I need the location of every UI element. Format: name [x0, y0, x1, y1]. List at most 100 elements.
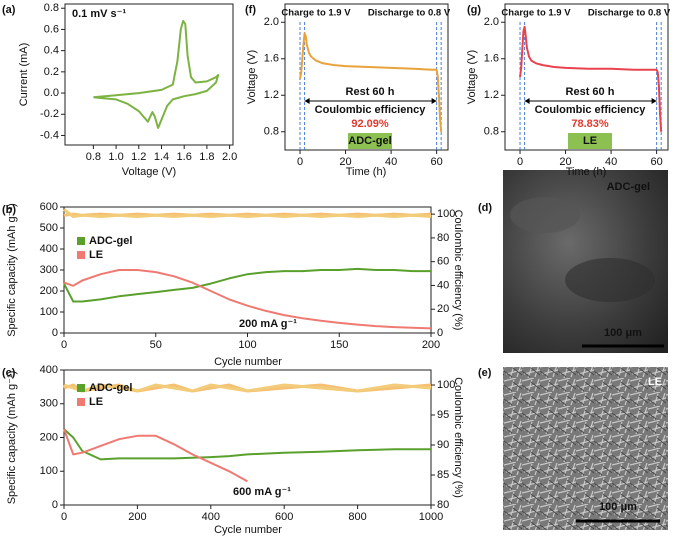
x-axis-label: Time (h)	[566, 166, 607, 178]
y2-tick-label: 85	[437, 469, 449, 481]
y2-tick-label: 100	[437, 208, 455, 220]
y2-tick-label: 60	[437, 256, 449, 268]
data-line	[63, 428, 431, 461]
y-tick-label: 2.0	[264, 16, 279, 28]
panel-label: (e)	[478, 367, 492, 379]
legend-swatch	[77, 398, 85, 406]
x-axis-label: Time (h)	[346, 166, 387, 178]
y-tick-label: 100	[40, 465, 58, 477]
y-tick-label: 0.8	[44, 2, 59, 14]
x-tick-label: 1.4	[154, 151, 169, 163]
legend-label: ADC-gel	[89, 382, 132, 394]
x-tick-label: 40	[385, 156, 397, 168]
y2-tick-label: 90	[437, 439, 449, 451]
annotation: Rest 60 h	[566, 86, 615, 98]
x-tick-label: 100	[238, 339, 256, 351]
legend-label: ADC-gel	[89, 235, 132, 247]
annotation: 0.1 mV s⁻¹	[72, 8, 126, 20]
x-tick-label: 600	[275, 511, 293, 523]
annotation: Rest 60 h	[346, 86, 395, 98]
y-tick-label: 200	[40, 431, 58, 443]
y-tick-label: 0.8	[264, 126, 279, 138]
x-tick-label: 50	[150, 339, 162, 351]
annotation: 78.83%	[571, 118, 609, 130]
data-line	[93, 20, 220, 129]
x-tick-label: 200	[422, 339, 440, 351]
annotation-box	[568, 133, 612, 149]
x-tick-label: 0	[61, 511, 67, 523]
x-tick-label: 800	[348, 511, 366, 523]
y-axis-label: Voltage (V)	[246, 50, 258, 104]
y-tick-label: 0	[52, 499, 58, 511]
image-caption: ADC-gel	[607, 181, 650, 193]
y-tick-label: 1.2	[264, 89, 279, 101]
y-tick-label: 0	[52, 327, 58, 339]
annotation: ADC-gel	[348, 135, 391, 147]
scale-bar-label: 100 μm	[599, 501, 637, 513]
y-axis-label: Specific capacity (mAh g⁻¹)	[6, 203, 18, 337]
y-tick-label: 600	[40, 201, 58, 213]
y2-tick-label: 80	[437, 499, 449, 511]
panel-label: (c)	[2, 367, 16, 379]
y-tick-label: 300	[40, 398, 58, 410]
y-tick-label: 400	[40, 364, 58, 376]
annotation: Charge to 1.9 V	[501, 8, 571, 19]
annotation: 92.09%	[351, 118, 389, 130]
plot-frame	[504, 3, 669, 151]
y-axis-label: Specific capacity (mAh g⁻¹)	[6, 371, 18, 505]
texture	[510, 197, 580, 233]
y-tick-label: 0.0	[44, 87, 59, 99]
y2-tick-label: 40	[437, 279, 449, 291]
y-tick-label: 0.4	[44, 45, 59, 57]
scale-bar-label: 100 μm	[604, 327, 642, 339]
plot-frame	[284, 3, 449, 151]
y-tick-label: 0.2	[44, 66, 59, 78]
chart: (a) 0.8 1.0 1.2 1.4 1.6 1.8 2.0 -0.4 -0.2 0.0 0.2 0.…	[2, 2, 237, 178]
y-tick-label: 100	[40, 306, 58, 318]
y-tick-label: 1.2	[484, 89, 499, 101]
y-tick-label: 1.6	[264, 53, 279, 65]
x-tick-label: 200	[128, 511, 146, 523]
x-tick-label: 40	[605, 156, 617, 168]
x-tick-label: 60	[650, 156, 662, 168]
legend-swatch	[77, 251, 85, 259]
data-line	[63, 269, 432, 330]
annotation: Discharge to 0.8 V	[588, 8, 671, 19]
panel-label: (d)	[478, 202, 492, 214]
x-tick-label: 60	[430, 156, 442, 168]
annotation-box	[348, 133, 392, 149]
data-line	[63, 267, 431, 303]
chart: (f) 0 20 40 60 0.8 1.2 1.6 2.0 Time (h) Voltage (V…	[245, 3, 451, 178]
y-tick-label: -0.2	[40, 108, 59, 120]
y2-tick-label: 80	[437, 232, 449, 244]
x-tick-label: 0	[61, 339, 67, 351]
legend-label: LE	[89, 249, 103, 261]
plot-frame	[64, 3, 234, 146]
annotation: 600 mA g⁻¹	[233, 486, 291, 498]
legend-swatch	[77, 237, 85, 245]
annotation: Coulombic efficiency	[315, 104, 427, 116]
x-tick-label: 400	[202, 511, 220, 523]
x-tick-label: 2.0	[222, 151, 237, 163]
data-line	[299, 32, 443, 132]
chart: (b)0 50 100 150 2000100200300400500600020406…	[2, 201, 464, 368]
y-tick-label: 200	[40, 285, 58, 297]
annotation: Discharge to 0.8 V	[368, 8, 451, 19]
x-tick-label: 1.8	[199, 151, 214, 163]
legend-label: LE	[89, 396, 103, 408]
y-axis-label: Voltage (V)	[466, 50, 478, 104]
y-tick-label: 0.6	[44, 23, 59, 35]
texture	[565, 258, 655, 302]
annotation: Charge to 1.9 V	[281, 8, 351, 19]
x-tick-label: 1000	[419, 511, 443, 523]
y2-axis-label: Coulombic efficiency (%)	[452, 377, 464, 498]
y-axis-label: Current (mA)	[18, 43, 30, 107]
x-tick-label: 150	[330, 339, 348, 351]
x-tick-label: 0	[297, 156, 303, 168]
data-line	[63, 383, 432, 393]
image-caption: LE	[648, 376, 662, 388]
legend-swatch	[77, 384, 85, 392]
x-tick-label: 1.0	[108, 151, 123, 163]
x-tick-label: 1.2	[131, 151, 146, 163]
